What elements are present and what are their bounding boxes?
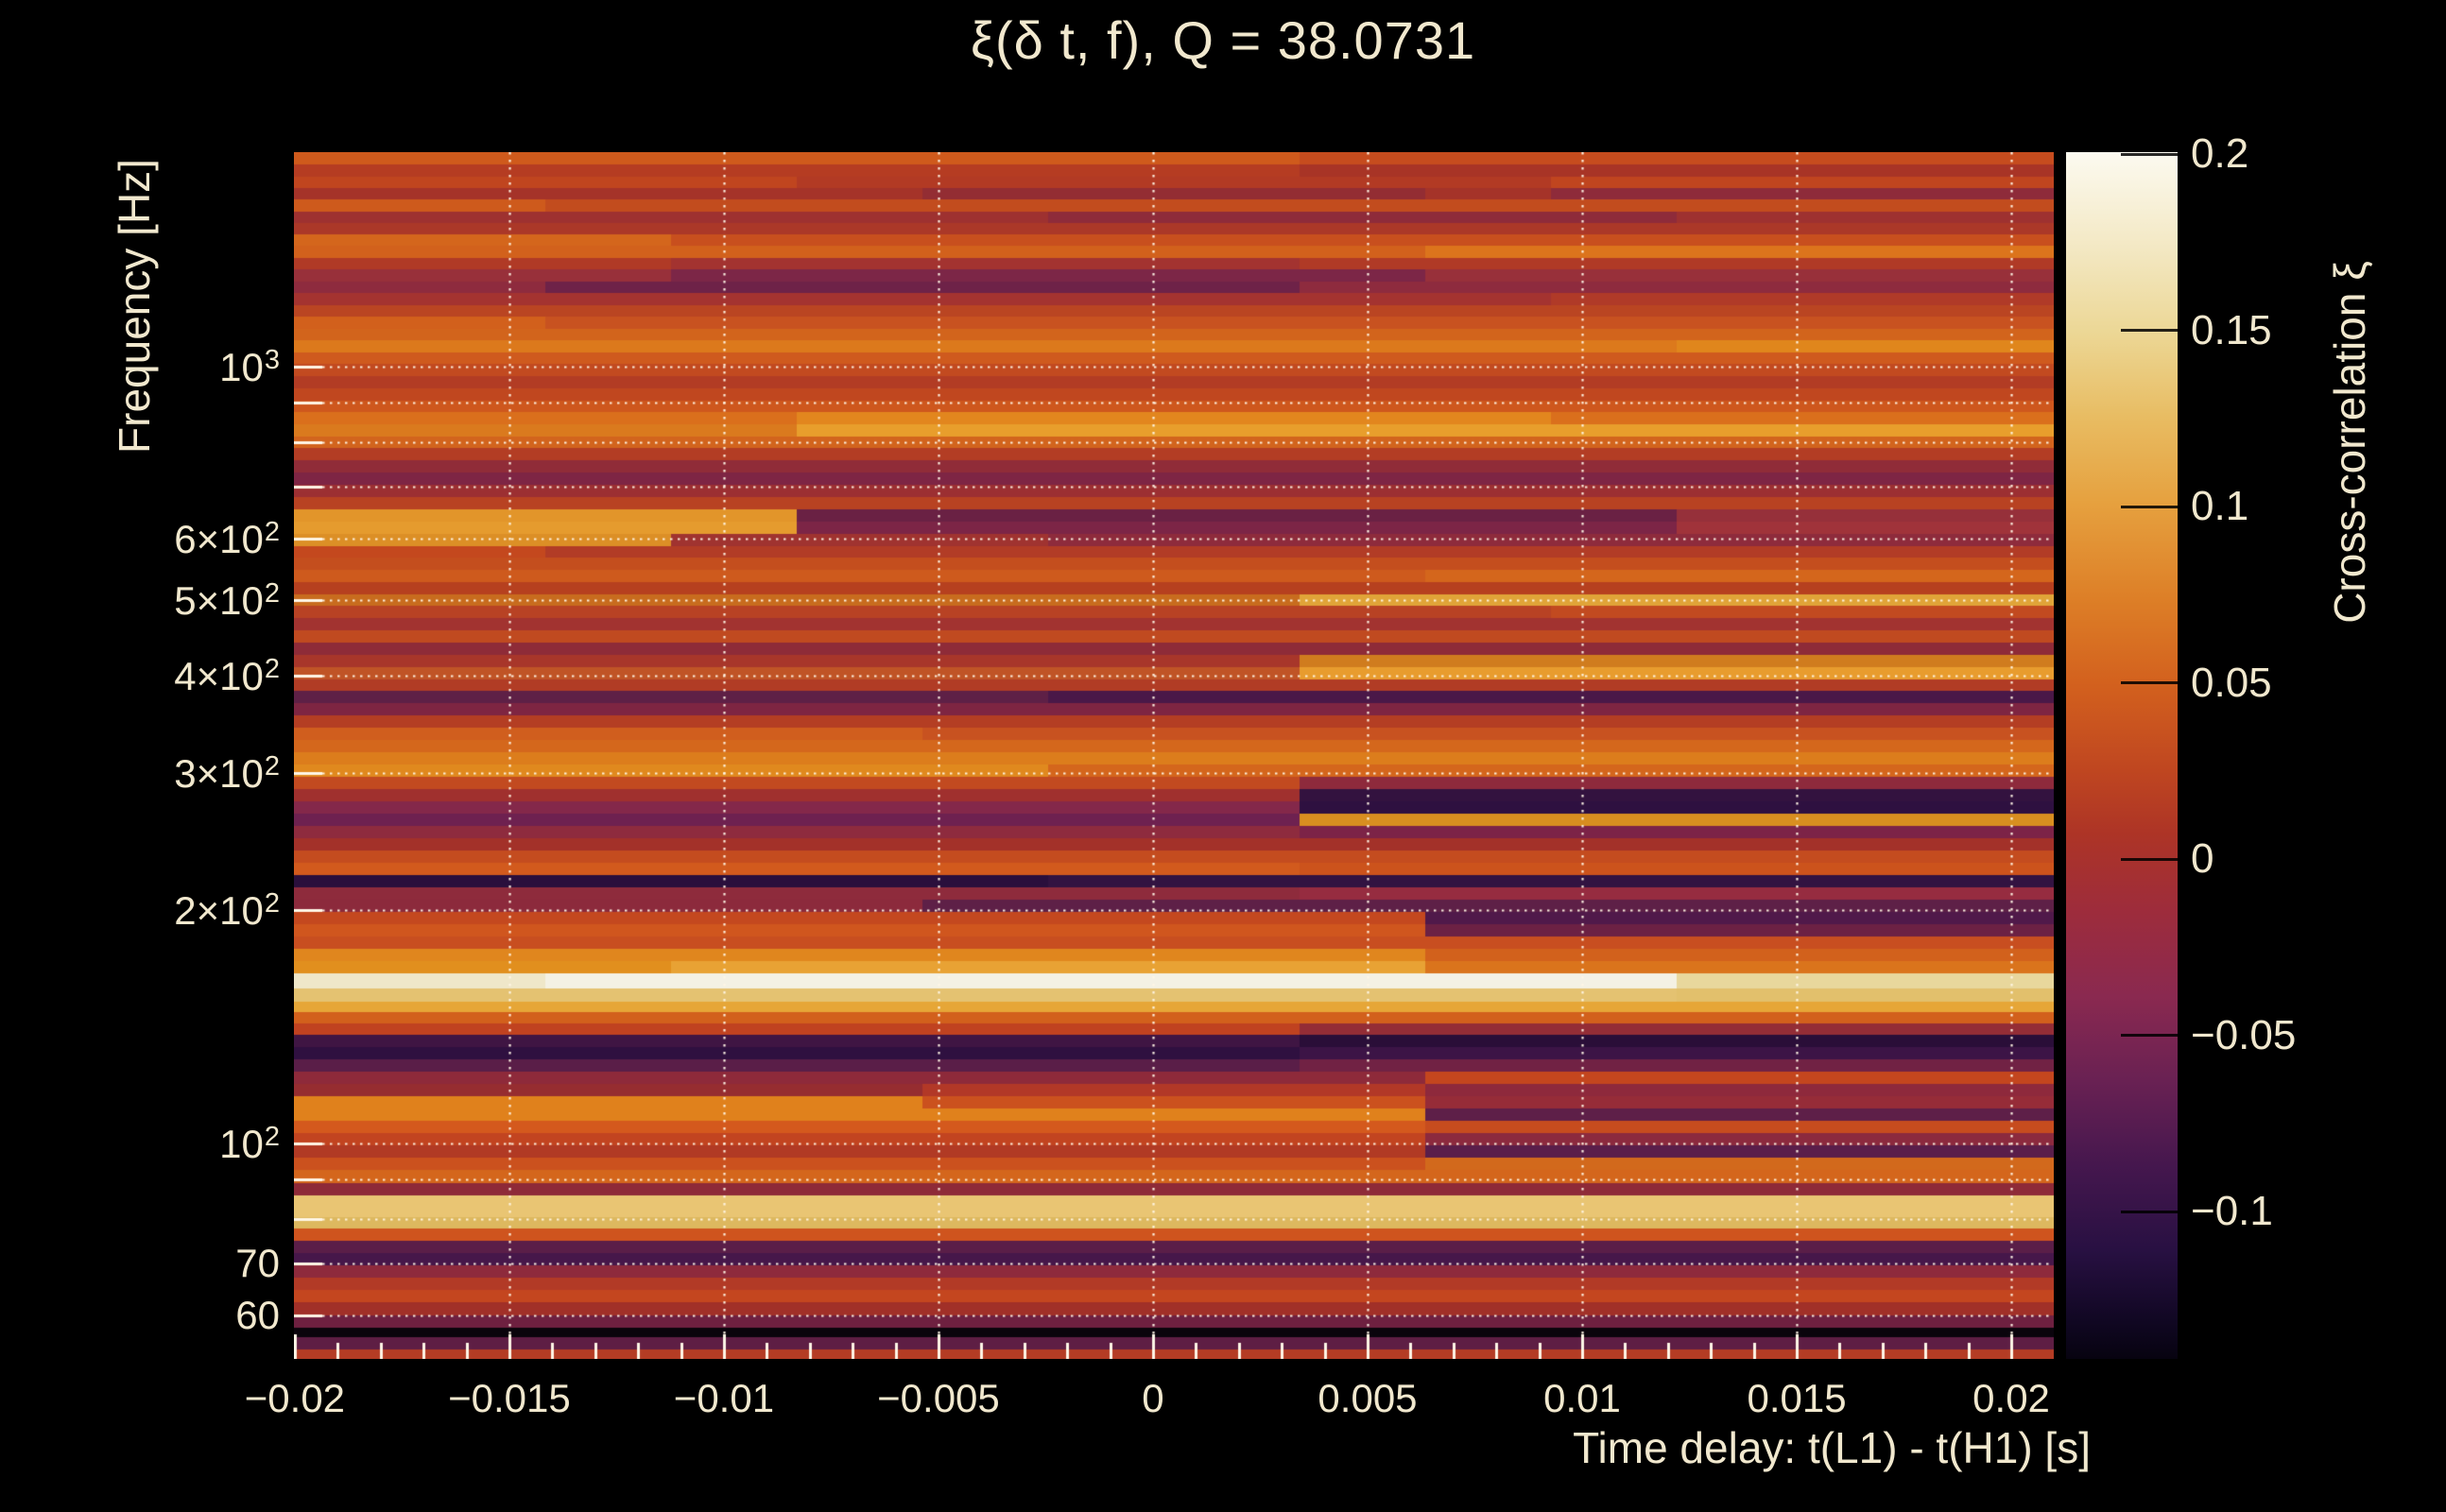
- x-axis-label: Time delay: t(L1) - t(H1) [s]: [1573, 1423, 2091, 1472]
- y-tick-label: 5×102: [174, 578, 280, 624]
- colorbar-tick-label: 0.1: [2191, 483, 2249, 530]
- colorbar-tick-label: 0: [2191, 835, 2214, 883]
- colorbar-tick-label: −0.1: [2191, 1188, 2273, 1235]
- y-tick-label: 102: [219, 1121, 280, 1166]
- colorbar-tick-label: 0.15: [2191, 306, 2272, 353]
- colorbar-tick-mark: [2121, 1034, 2178, 1038]
- x-tick-label: −0.015: [448, 1376, 571, 1420]
- colorbar-label: Cross-correlation ξ: [2325, 261, 2374, 624]
- plot-title: ξ(δ t, f), Q = 38.0731: [970, 10, 1476, 70]
- y-tick-label: 70: [235, 1241, 280, 1286]
- y-tick-label: 2×102: [174, 887, 280, 933]
- colorbar-tick-label: 0.2: [2191, 130, 2249, 178]
- colorbar-tick-label: −0.05: [2191, 1011, 2297, 1058]
- colorbar-tick-label: 0.05: [2191, 659, 2272, 706]
- colorbar-tick-mark: [2121, 857, 2178, 861]
- colorbar-tick-mark: [2121, 1210, 2178, 1213]
- y-tick-label: 60: [235, 1293, 280, 1338]
- colorbar-tick-mark: [2121, 152, 2178, 156]
- y-axis-label: Frequency [Hz]: [110, 159, 159, 454]
- x-tick-label: 0.005: [1318, 1376, 1418, 1420]
- y-tick-label: 6×102: [174, 517, 280, 562]
- x-tick-label: 0.01: [1543, 1376, 1621, 1420]
- y-tick-label: 3×102: [174, 750, 280, 796]
- colorbar: [2066, 152, 2178, 1359]
- colorbar-tick-mark: [2121, 329, 2178, 333]
- colorbar-tick-mark: [2121, 505, 2178, 508]
- x-tick-label: −0.02: [244, 1376, 346, 1420]
- x-tick-label: 0.015: [1747, 1376, 1847, 1420]
- y-tick-label: 4×102: [174, 654, 280, 699]
- x-tick-label: 0: [1142, 1376, 1164, 1420]
- x-tick-label: 0.02: [1972, 1376, 2050, 1420]
- y-tick-label: 103: [219, 344, 280, 389]
- colorbar-tick-mark: [2121, 681, 2178, 685]
- x-tick-label: −0.005: [877, 1376, 1000, 1420]
- x-tick-label: −0.01: [673, 1376, 775, 1420]
- heatmap-canvas: [294, 152, 2054, 1359]
